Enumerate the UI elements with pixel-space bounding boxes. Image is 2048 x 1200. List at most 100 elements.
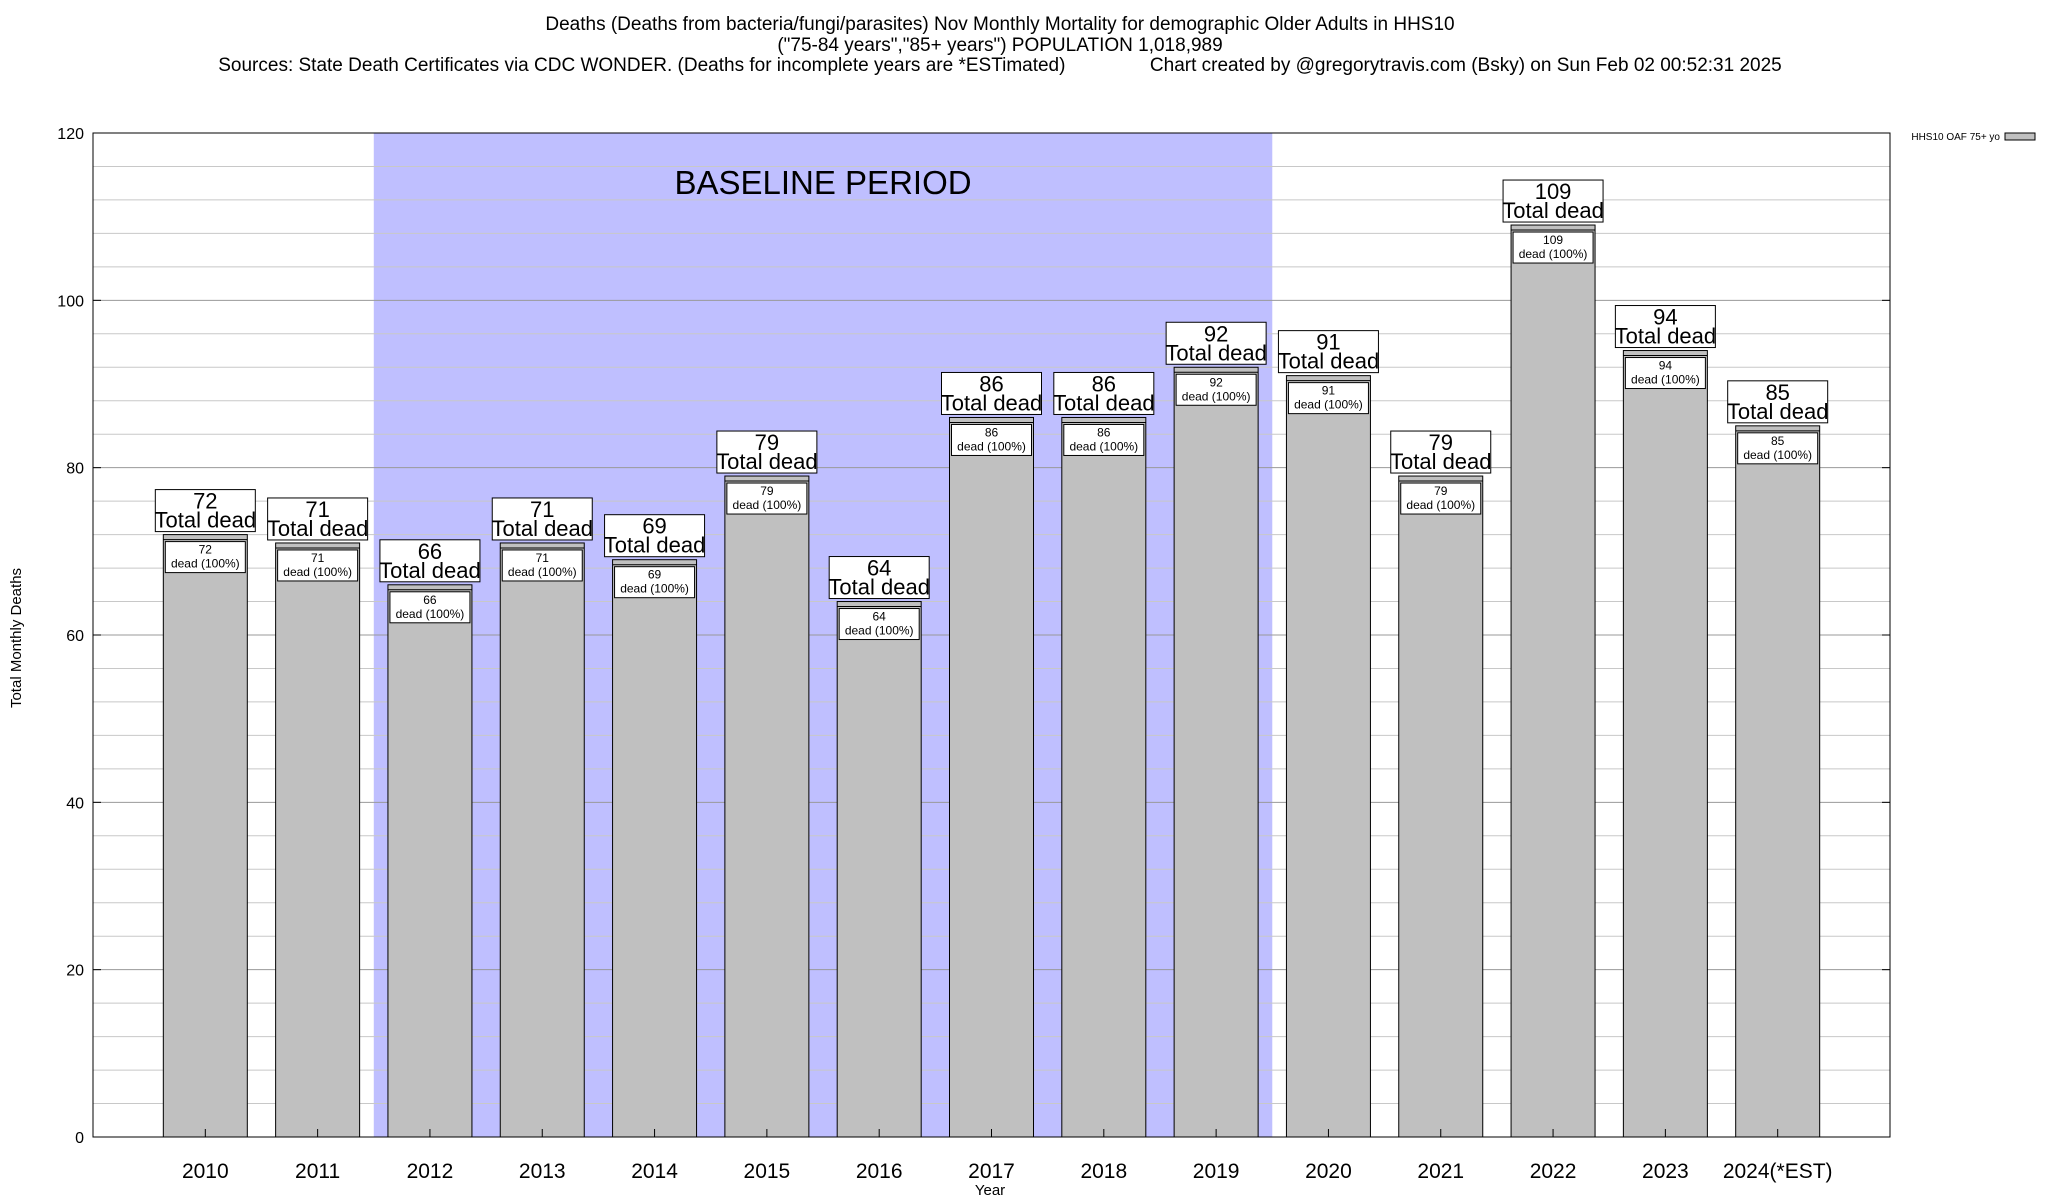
bar-total-label: Total dead xyxy=(1278,349,1380,374)
bar-total-label-box xyxy=(267,497,369,541)
bar xyxy=(275,542,361,1138)
bar-total-label-box xyxy=(1502,179,1604,223)
bar-inner-value: 109 xyxy=(1543,233,1563,247)
bar-total-label: Total dead xyxy=(155,508,257,533)
bar-total-value: 64 xyxy=(867,556,891,581)
bar-inner-value: 79 xyxy=(760,484,774,498)
bar-inner-percent-label: dead (100%) xyxy=(957,439,1026,453)
bar-inner-label-box xyxy=(1063,423,1145,456)
bar-total-label: Total dead xyxy=(491,516,593,541)
bar-inner-percent-label: dead (100%) xyxy=(620,582,689,596)
bar-inner-label-box xyxy=(726,482,808,515)
bar-total-value: 92 xyxy=(1204,321,1228,346)
bar-inner-value: 92 xyxy=(1209,375,1223,389)
bar-total-label-box xyxy=(828,556,930,600)
x-tick-label: 2014 xyxy=(631,1160,678,1183)
bar-total-label: Total dead xyxy=(1502,198,1604,223)
bar-total-label: Total dead xyxy=(1390,449,1492,474)
bar xyxy=(836,601,922,1138)
x-tick-label: 2019 xyxy=(1193,1160,1240,1183)
y-tick-label: 40 xyxy=(66,795,84,812)
x-tick-label: 2010 xyxy=(182,1160,229,1183)
bar-inner-value: 69 xyxy=(648,568,662,582)
y-tick-label: 100 xyxy=(57,293,84,310)
bar-inner-value: 66 xyxy=(423,593,437,607)
bars-layer xyxy=(162,224,1821,1138)
y-tick-label: 60 xyxy=(66,628,84,645)
y-axis-label: Total Monthly Deaths xyxy=(8,568,25,708)
x-tick-label: 2024(*EST) xyxy=(1723,1160,1833,1183)
bar-inner-label-box xyxy=(1512,231,1594,264)
y-tick-label: 20 xyxy=(66,963,84,980)
bar-inner-label-box xyxy=(501,549,583,582)
chart-title-line-3: Sources: State Death Certificates via CD… xyxy=(218,55,1782,76)
bar xyxy=(1398,475,1484,1138)
bar-total-value: 91 xyxy=(1316,330,1340,355)
bar-inner-label-box xyxy=(164,541,246,574)
bar-inner-percent-label: dead (100%) xyxy=(508,565,577,579)
bar-total-label-box xyxy=(604,514,706,558)
y-tick-label: 0 xyxy=(75,1130,84,1147)
bar-total-value: 86 xyxy=(1092,371,1116,396)
x-tick-label: 2016 xyxy=(856,1160,903,1183)
bar-total-label: Total dead xyxy=(1053,390,1155,415)
bar xyxy=(387,584,473,1138)
x-tick-label: 2015 xyxy=(744,1160,791,1183)
bar-inner-label-box xyxy=(1737,432,1819,465)
bar xyxy=(1622,350,1708,1138)
bar xyxy=(1061,416,1147,1138)
bar-total-label-box xyxy=(1614,305,1716,349)
bar-inner-value: 85 xyxy=(1771,434,1785,448)
bar-inner-label-box xyxy=(1287,382,1369,415)
bar-total-label: Total dead xyxy=(379,558,481,583)
bar-inner-value: 72 xyxy=(199,543,213,557)
chart-title-line-1: Deaths (Deaths from bacteria/fungi/paras… xyxy=(545,14,1454,35)
bar-inner-value: 64 xyxy=(873,610,887,624)
bar-inner-value: 86 xyxy=(985,425,999,439)
bar-total-label-box xyxy=(491,497,593,541)
bar-total-label: Total dead xyxy=(941,390,1043,415)
bar xyxy=(1510,224,1596,1138)
bar-inner-percent-label: dead (100%) xyxy=(1743,448,1812,462)
bar-inner-label-box xyxy=(838,608,920,641)
bar-inner-value: 71 xyxy=(536,551,550,565)
axes-layer: 0 20 40 60 80 100 120 2010 2011 2012 2013 2014 2015 2… xyxy=(57,126,1891,1183)
bar-total-value: 69 xyxy=(642,514,666,539)
bar-inner-percent-label: dead (100%) xyxy=(171,557,240,571)
bar-inner-label-box xyxy=(1624,357,1706,390)
bar xyxy=(612,559,698,1138)
legend: HHS10 OAF 75+ yo xyxy=(1911,132,2036,143)
bar-inner-percent-label: dead (100%) xyxy=(733,498,802,512)
bar-total-label: Total dead xyxy=(267,516,369,541)
bar-inner-percent-label: dead (100%) xyxy=(1294,398,1363,412)
bar-total-label: Total dead xyxy=(828,575,930,600)
bar-inner-percent-label: dead (100%) xyxy=(1406,498,1475,512)
bar-total-value: 86 xyxy=(979,371,1003,396)
x-tick-label: 2011 xyxy=(295,1160,340,1183)
bar-inner-value: 94 xyxy=(1659,359,1673,373)
bar xyxy=(499,542,585,1138)
chart-titles: Deaths (Deaths from bacteria/fungi/paras… xyxy=(218,14,1782,76)
x-tick-label: 2018 xyxy=(1080,1160,1127,1183)
x-tick-label: 2012 xyxy=(407,1160,454,1183)
y-tick-label: 80 xyxy=(66,461,84,478)
legend-series-label: HHS10 OAF 75+ yo xyxy=(1911,132,2000,143)
x-tick-label: 2020 xyxy=(1305,1160,1352,1183)
x-tick-label: 2023 xyxy=(1642,1160,1689,1183)
bar xyxy=(724,475,810,1138)
x-tick-label: 2013 xyxy=(519,1160,566,1183)
bar-inner-percent-label: dead (100%) xyxy=(1519,247,1588,261)
bar-inner-label-box xyxy=(1400,482,1482,515)
bar-inner-percent-label: dead (100%) xyxy=(1182,389,1251,403)
bar-total-label-box xyxy=(1053,371,1155,415)
bar-total-label-box xyxy=(379,539,481,583)
bar-total-value: 71 xyxy=(530,497,554,522)
bar xyxy=(1285,375,1371,1138)
bar-total-label: Total dead xyxy=(1615,324,1717,349)
bar-total-label-box xyxy=(1727,380,1829,424)
x-tick-label: 2022 xyxy=(1530,1160,1577,1183)
bar-inner-label-box xyxy=(1175,373,1257,406)
bar-inner-percent-label: dead (100%) xyxy=(396,607,465,621)
bar-inner-value: 79 xyxy=(1434,484,1448,498)
bar xyxy=(1735,425,1821,1138)
